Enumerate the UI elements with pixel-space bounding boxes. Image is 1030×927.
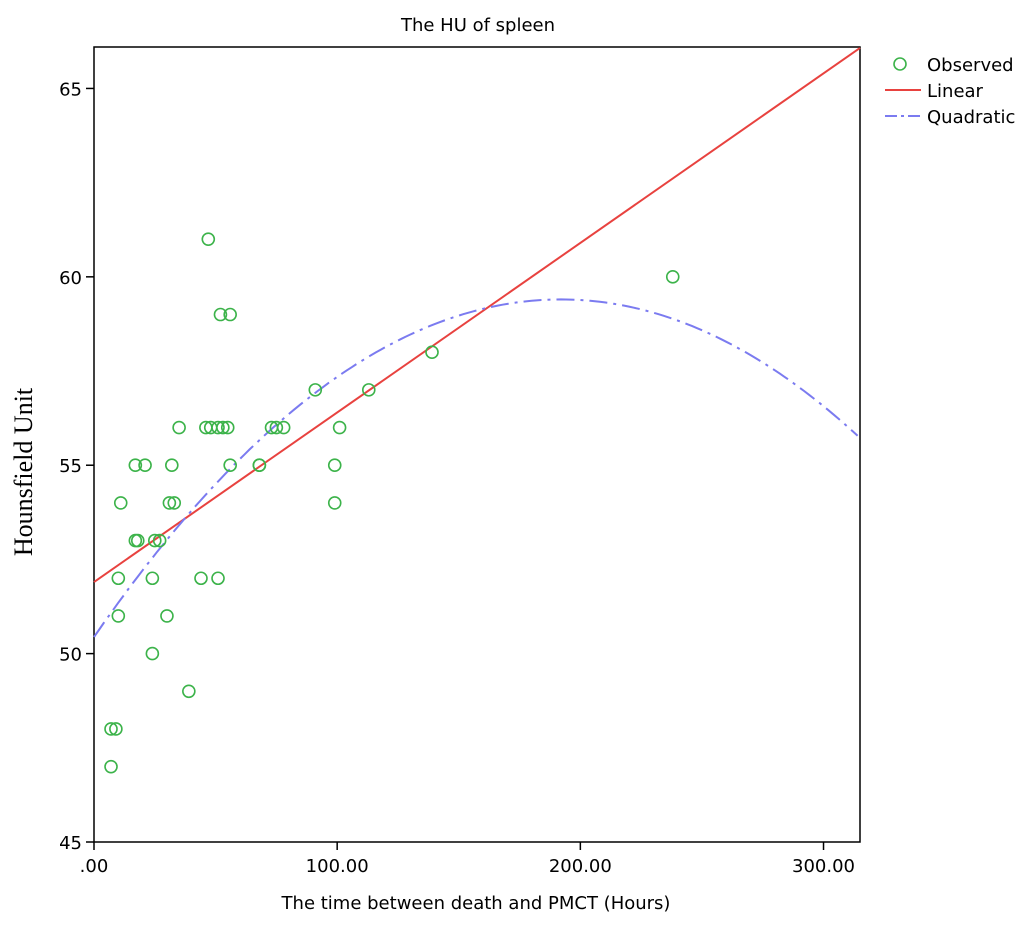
observed-point — [182, 684, 196, 699]
legend-label: Linear — [927, 81, 984, 102]
linear-fit-line — [93, 47, 861, 583]
observed-point — [130, 533, 145, 548]
observed-point — [201, 232, 216, 246]
observed-point — [104, 722, 118, 736]
y-tick-label: 45 — [59, 833, 82, 854]
observed-point — [425, 345, 439, 359]
observed-point — [223, 458, 237, 473]
observed-point — [109, 722, 123, 736]
observed-point — [332, 420, 347, 435]
x-tick-label: 300.00 — [792, 856, 855, 877]
observed-points — [104, 232, 680, 774]
plot-area — [93, 46, 861, 843]
y-tick-label: 60 — [59, 268, 82, 289]
quadratic-fit-line — [93, 298, 859, 638]
observed-point — [145, 571, 160, 586]
y-tick-label: 55 — [59, 456, 82, 477]
observed-point — [128, 458, 143, 473]
observed-point — [113, 496, 128, 510]
observed-point — [216, 420, 230, 435]
observed-point — [165, 458, 179, 473]
observed-point — [327, 458, 342, 473]
x-tick-label: 200.00 — [549, 856, 612, 877]
observed-point — [213, 307, 228, 322]
observed-point — [194, 571, 208, 586]
y-tick-label: 50 — [59, 645, 82, 666]
observed-point — [327, 496, 342, 510]
observed-point — [160, 609, 174, 623]
observed-point — [252, 458, 267, 473]
observed-point — [172, 420, 186, 435]
fit-lines — [93, 47, 861, 638]
observed-point — [147, 533, 162, 548]
legend: Observed Linear Quadratic — [885, 55, 1015, 128]
y-tick-label: 65 — [59, 79, 82, 100]
observed-point — [167, 496, 182, 510]
observed-point — [111, 609, 126, 623]
observed-point — [223, 307, 237, 322]
observed-point — [361, 383, 376, 397]
y-axis: 45 50 55 60 65 — [59, 79, 94, 854]
observed-point — [162, 496, 177, 510]
chart-title: The HU of spleen — [400, 15, 555, 36]
observed-point — [665, 270, 680, 284]
legend-label: Quadratic — [927, 107, 1015, 128]
observed-point — [211, 420, 225, 435]
observed-point — [145, 646, 160, 661]
y-axis-label: Hounsfield Unit — [9, 387, 38, 556]
observed-point — [111, 571, 126, 586]
observed-point — [276, 420, 291, 435]
observed-point — [104, 759, 118, 774]
x-axis: .00 100.00 200.00 300.00 — [80, 842, 855, 877]
x-tick-label: .00 — [80, 856, 109, 877]
observed-point — [211, 571, 225, 586]
legend-label: Observed — [927, 55, 1014, 76]
observed-point — [308, 383, 323, 397]
x-axis-label: The time between death and PMCT (Hours) — [281, 893, 671, 914]
observed-point — [220, 420, 235, 435]
x-tick-label: 100.00 — [306, 856, 369, 877]
observed-point — [152, 533, 167, 548]
observed-point — [138, 458, 152, 473]
legend-marker-observed — [893, 57, 907, 71]
observed-point — [269, 420, 284, 435]
